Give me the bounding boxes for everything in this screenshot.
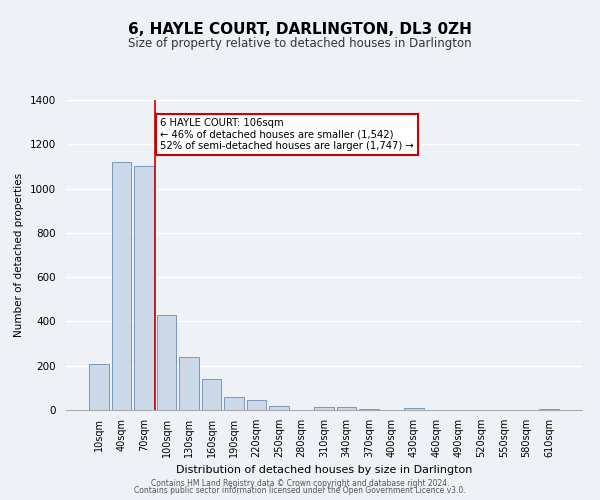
- Text: Contains HM Land Registry data © Crown copyright and database right 2024.: Contains HM Land Registry data © Crown c…: [151, 478, 449, 488]
- Bar: [269, 406, 289, 410]
- Text: 6, HAYLE COURT, DARLINGTON, DL3 0ZH: 6, HAYLE COURT, DARLINGTON, DL3 0ZH: [128, 22, 472, 38]
- Bar: [112, 162, 131, 410]
- Text: Contains public sector information licensed under the Open Government Licence v3: Contains public sector information licen…: [134, 486, 466, 495]
- Bar: [314, 406, 334, 410]
- Bar: [157, 315, 176, 410]
- Bar: [247, 400, 266, 410]
- Bar: [359, 409, 379, 410]
- X-axis label: Distribution of detached houses by size in Darlington: Distribution of detached houses by size …: [176, 466, 472, 475]
- Bar: [404, 408, 424, 410]
- Bar: [539, 409, 559, 410]
- Bar: [179, 357, 199, 410]
- Bar: [337, 408, 356, 410]
- Bar: [224, 396, 244, 410]
- Bar: [134, 166, 154, 410]
- Text: Size of property relative to detached houses in Darlington: Size of property relative to detached ho…: [128, 38, 472, 51]
- Bar: [202, 379, 221, 410]
- Text: 6 HAYLE COURT: 106sqm
← 46% of detached houses are smaller (1,542)
52% of semi-d: 6 HAYLE COURT: 106sqm ← 46% of detached …: [160, 118, 413, 151]
- Y-axis label: Number of detached properties: Number of detached properties: [14, 173, 25, 337]
- Bar: [89, 364, 109, 410]
